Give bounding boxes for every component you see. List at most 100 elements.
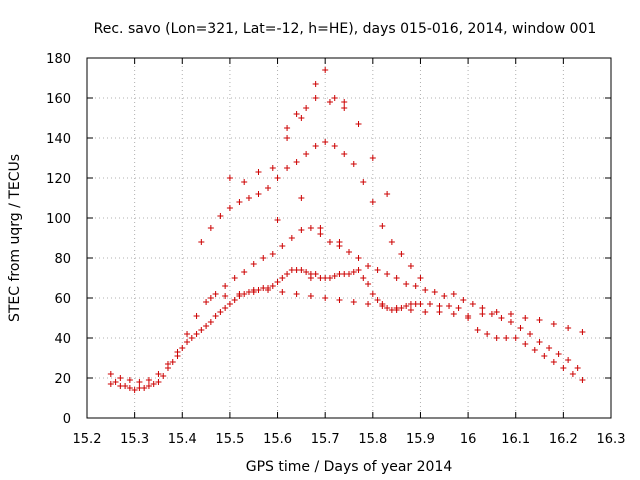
data-point: [269, 283, 276, 289]
data-point: [112, 379, 119, 385]
y-tick-label: 0: [63, 412, 71, 427]
data-point: [222, 305, 229, 311]
data-point: [412, 283, 419, 289]
data-point: [512, 335, 519, 341]
data-point: [317, 231, 324, 237]
data-point: [579, 329, 586, 335]
data-point: [350, 299, 357, 305]
data-point: [284, 271, 291, 277]
data-point: [255, 287, 262, 293]
data-point: [365, 263, 372, 269]
data-point: [222, 293, 229, 299]
data-point: [207, 295, 214, 301]
data-point: [360, 179, 367, 185]
x-axis-ticks: 15.2 15.3 15.4 15.5 15.6 15.7 15.8 15.9 16 16.1 16…: [73, 58, 625, 447]
data-point: [484, 331, 491, 337]
data-point: [417, 301, 424, 307]
data-point: [231, 275, 238, 281]
data-point: [126, 377, 133, 383]
data-point: [241, 179, 248, 185]
x-tick-label: 15.8: [358, 432, 387, 447]
data-point: [203, 323, 210, 329]
data-point: [303, 151, 310, 157]
data-point: [531, 347, 538, 353]
data-point: [341, 105, 348, 111]
data-point: [555, 351, 562, 357]
data-point: [331, 273, 338, 279]
x-tick-label: 15.6: [263, 432, 292, 447]
data-point: [274, 217, 281, 223]
data-point: [298, 227, 305, 233]
data-point: [460, 297, 467, 303]
data-point: [436, 303, 443, 309]
data-point: [307, 275, 314, 281]
data-point: [479, 305, 486, 311]
data-point: [207, 225, 214, 231]
data-point: [574, 365, 581, 371]
data-point: [312, 81, 319, 87]
x-tick-label: 15.5: [215, 432, 244, 447]
data-point: [217, 213, 224, 219]
data-point: [507, 319, 514, 325]
data-point: [384, 271, 391, 277]
data-point: [426, 301, 433, 307]
data-point: [150, 381, 157, 387]
data-point: [217, 309, 224, 315]
data-point: [279, 275, 286, 281]
data-point: [450, 311, 457, 317]
data-point: [536, 339, 543, 345]
data-point: [222, 283, 229, 289]
data-point: [431, 289, 438, 295]
data-point: [160, 373, 167, 379]
data-point: [298, 195, 305, 201]
data-point: [155, 371, 162, 377]
data-point: [469, 301, 476, 307]
chart-title: Rec. savo (Lon=321, Lat=-12, h=HE), days…: [94, 21, 597, 37]
data-point: [255, 191, 262, 197]
data-point: [236, 291, 243, 297]
data-point: [350, 269, 357, 275]
data-point: [212, 313, 219, 319]
data-point: [107, 381, 114, 387]
data-point: [527, 331, 534, 337]
y-tick-label: 60: [54, 292, 71, 307]
data-point: [284, 135, 291, 141]
data-point: [407, 263, 414, 269]
data-point: [303, 105, 310, 111]
data-point: [298, 267, 305, 273]
data-point: [403, 281, 410, 287]
data-point: [260, 255, 267, 261]
data-point: [107, 371, 114, 377]
data-point: [503, 335, 510, 341]
data-point: [184, 331, 191, 337]
data-point: [522, 341, 529, 347]
data-point: [122, 383, 129, 389]
data-point: [193, 331, 200, 337]
data-point: [193, 313, 200, 319]
data-point: [198, 327, 205, 333]
data-point: [565, 325, 572, 331]
data-point: [355, 267, 362, 273]
data-point: [284, 125, 291, 131]
data-point: [322, 295, 329, 301]
data-point: [174, 349, 181, 355]
y-tick-label: 160: [46, 92, 71, 107]
data-point: [279, 243, 286, 249]
data-point: [265, 185, 272, 191]
data-point: [388, 239, 395, 245]
data-point: [179, 345, 186, 351]
data-point: [374, 297, 381, 303]
data-point: [346, 249, 352, 255]
data-point: [488, 311, 495, 317]
data-point: [284, 165, 291, 171]
data-point: [355, 255, 362, 261]
data-point: [298, 115, 305, 121]
data-point: [141, 385, 148, 391]
data-point: [455, 305, 462, 311]
data-point: [479, 311, 486, 317]
plot-border: [86, 57, 612, 419]
data-point: [436, 309, 443, 315]
data-point: [379, 223, 386, 229]
data-point: [312, 143, 319, 149]
y-tick-label: 40: [54, 332, 71, 347]
